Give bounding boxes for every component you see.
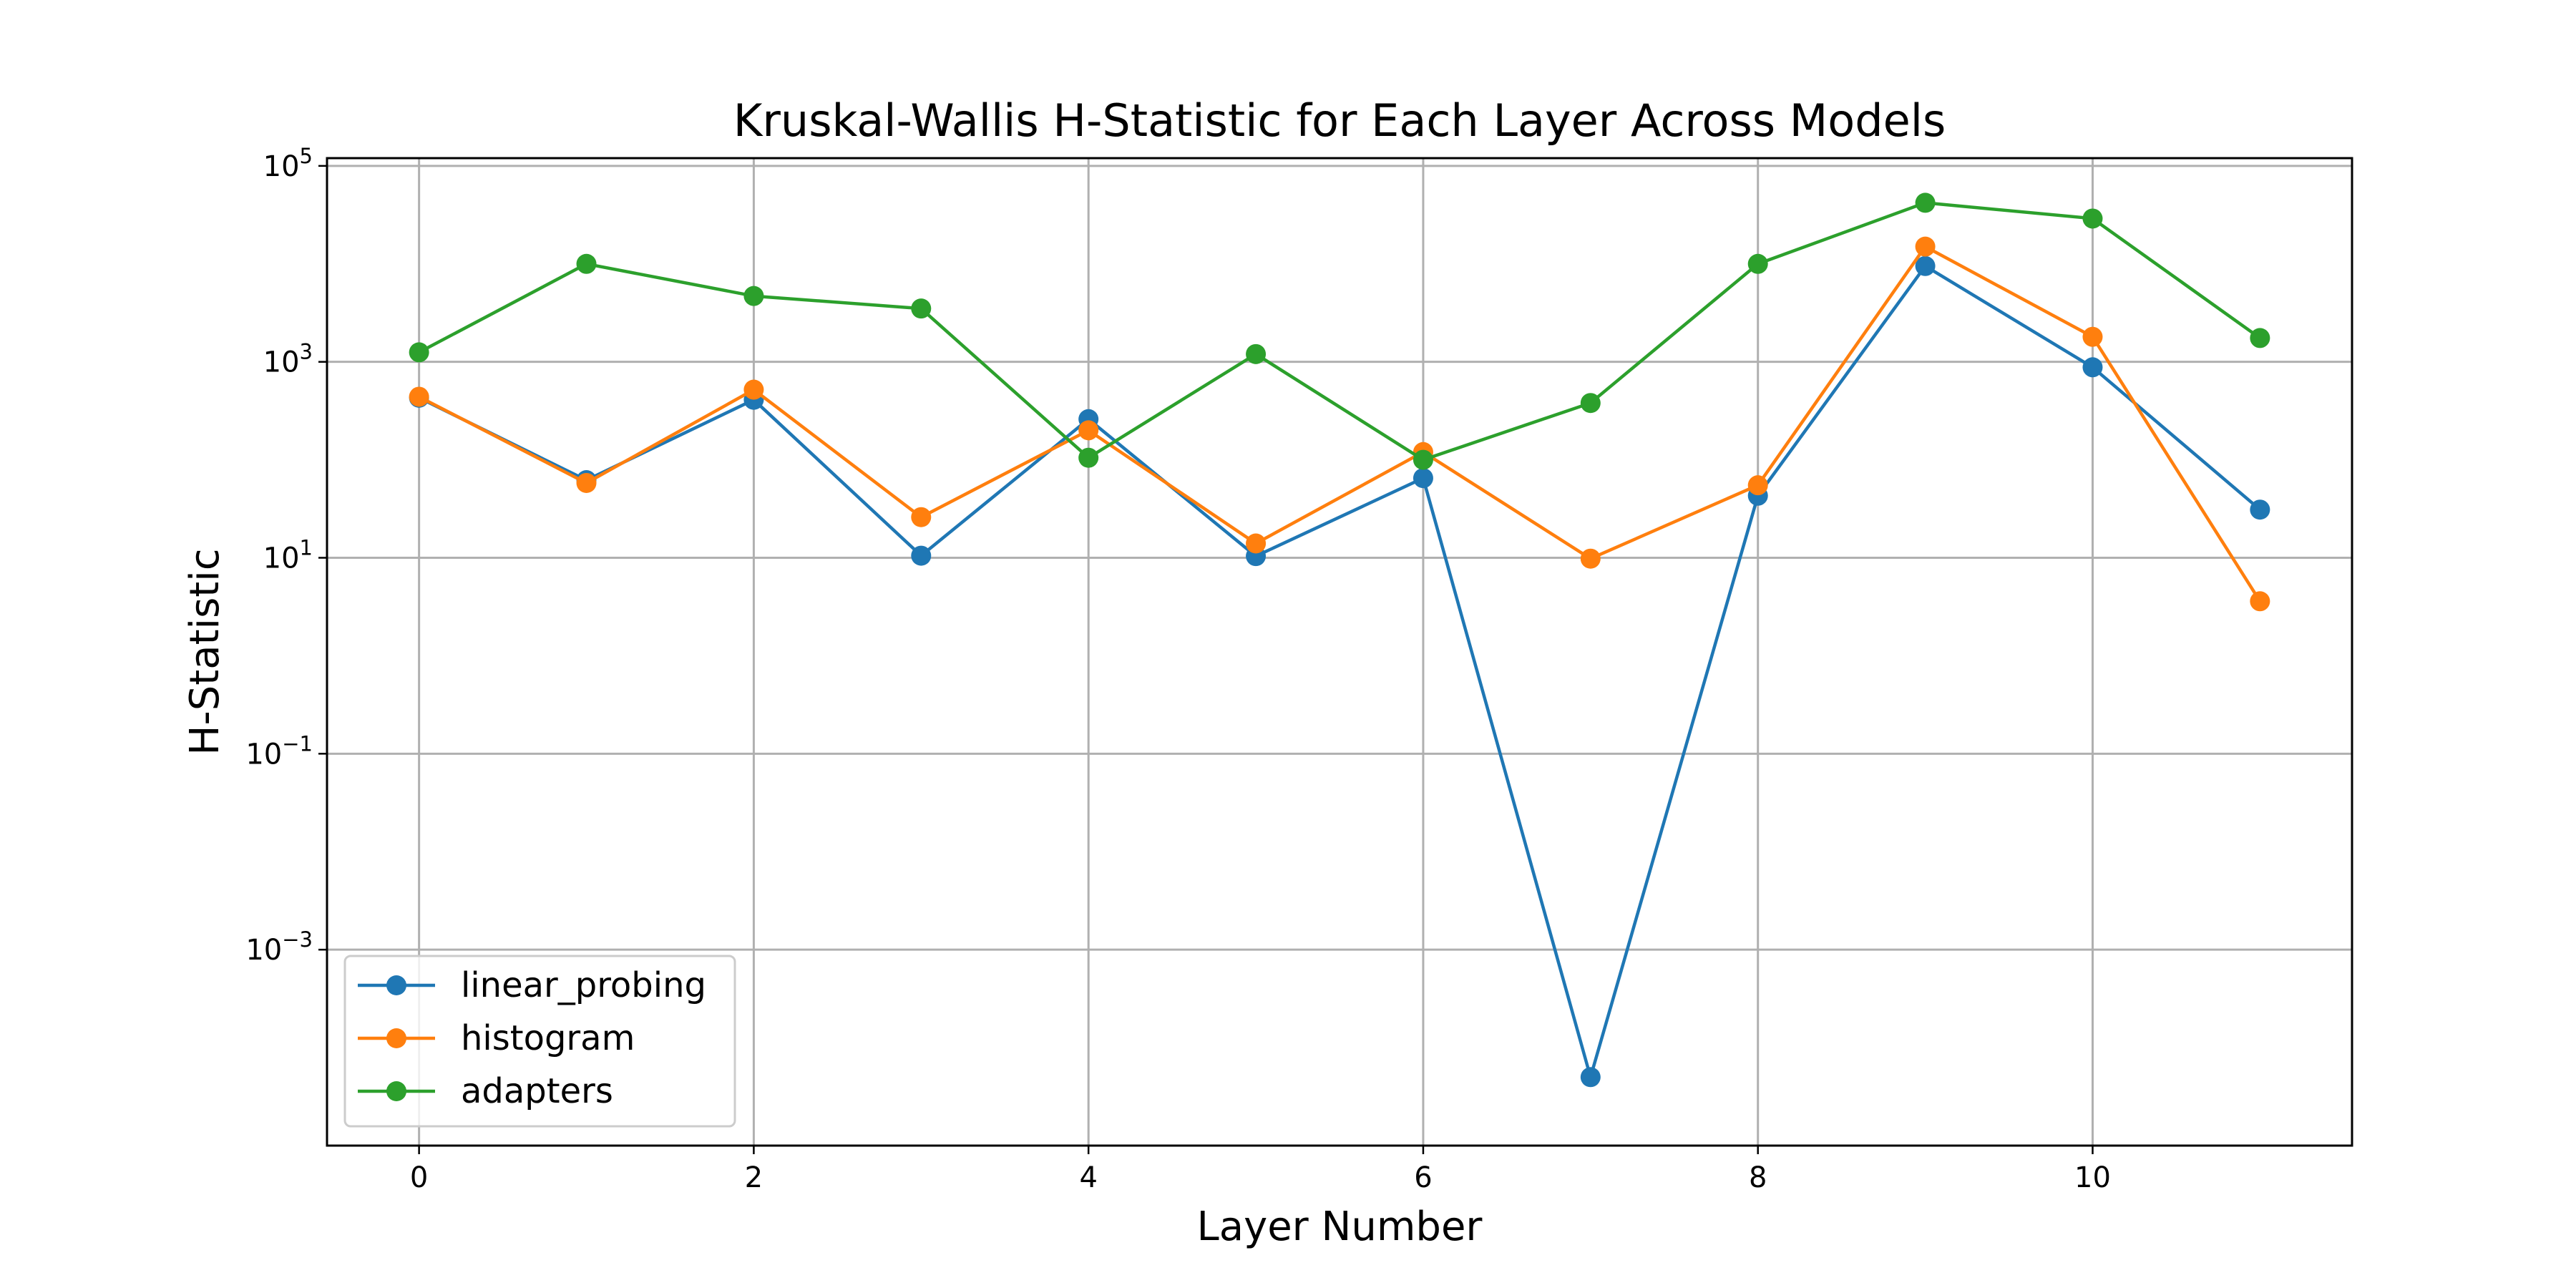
x-tick-label: 6 [1414, 1161, 1432, 1194]
y-tick-label: 10−3 [245, 927, 313, 967]
plot-frame [326, 157, 2353, 1147]
legend-label: histogram [461, 1018, 635, 1058]
data-point [1078, 420, 1099, 441]
data-point [1413, 449, 1433, 470]
y-tick-exponent: −3 [282, 927, 313, 952]
y-tick-label: 103 [263, 340, 313, 379]
data-point [576, 472, 597, 493]
data-point [2250, 499, 2270, 520]
data-point [1580, 548, 1601, 569]
series-histogram [409, 236, 2270, 612]
data-point [1413, 468, 1433, 489]
data-point [911, 507, 932, 527]
data-point [2082, 326, 2103, 347]
legend-marker [386, 975, 406, 995]
series-group [409, 192, 2270, 1088]
y-tick-exponent: 3 [300, 340, 313, 364]
data-point [409, 386, 429, 407]
data-point [1246, 533, 1267, 554]
y-tick-base: 10 [263, 150, 300, 183]
data-point [1747, 475, 1768, 496]
data-point [2250, 328, 2270, 348]
data-point [2250, 591, 2270, 612]
legend-marker [386, 1028, 406, 1048]
data-point [1580, 1067, 1601, 1088]
data-point [1915, 192, 1936, 213]
legend-label: adapters [461, 1071, 613, 1111]
y-tick-base: 10 [245, 934, 282, 967]
y-tick-base: 10 [245, 738, 282, 771]
y-tick-label: 101 [263, 536, 313, 575]
data-point [1747, 253, 1768, 274]
data-point [743, 286, 764, 306]
y-tick-base: 10 [263, 542, 300, 575]
y-tick-exponent: 1 [300, 536, 313, 560]
data-point [2082, 208, 2103, 229]
x-tick-label: 8 [1749, 1161, 1767, 1194]
legend-box [343, 955, 736, 1128]
series-line [418, 245, 2262, 602]
chart-title: Kruskal-Wallis H-Statistic for Each Laye… [733, 94, 1946, 147]
x-tick-label: 2 [745, 1161, 763, 1194]
data-point [911, 298, 932, 319]
data-point [1915, 255, 1936, 276]
data-point [576, 253, 597, 274]
legend-item: adapters [358, 1071, 613, 1111]
y-tick-base: 10 [263, 346, 300, 379]
legend-label: linear_probing [461, 965, 706, 1005]
series-line [418, 201, 2261, 462]
x-tick-label: 10 [2074, 1161, 2111, 1194]
data-point [1580, 393, 1601, 414]
data-point [911, 545, 932, 566]
data-point [1078, 447, 1099, 468]
data-point [2082, 357, 2103, 378]
x-axis-label: Layer Number [1197, 1204, 1483, 1250]
series-adapters [409, 192, 2270, 470]
y-tick-exponent: −1 [282, 731, 313, 756]
y-tick-label: 105 [263, 144, 313, 183]
legend-marker [386, 1081, 406, 1101]
y-axis-label: H-Statistic [182, 548, 228, 755]
grid [327, 158, 2352, 1146]
x-tick-label: 4 [1079, 1161, 1097, 1194]
legend-item: histogram [358, 1018, 635, 1058]
y-tick-exponent: 5 [300, 144, 313, 168]
legend-item: linear_probing [358, 965, 706, 1005]
x-tick-label: 0 [410, 1161, 428, 1194]
series-line [418, 264, 2261, 1079]
data-point [1246, 343, 1267, 364]
data-point [1915, 236, 1936, 257]
data-point [409, 342, 429, 363]
y-tick-label: 10−1 [245, 731, 313, 771]
legend: linear_probing histogram adapters [343, 955, 736, 1128]
data-point [743, 379, 764, 400]
